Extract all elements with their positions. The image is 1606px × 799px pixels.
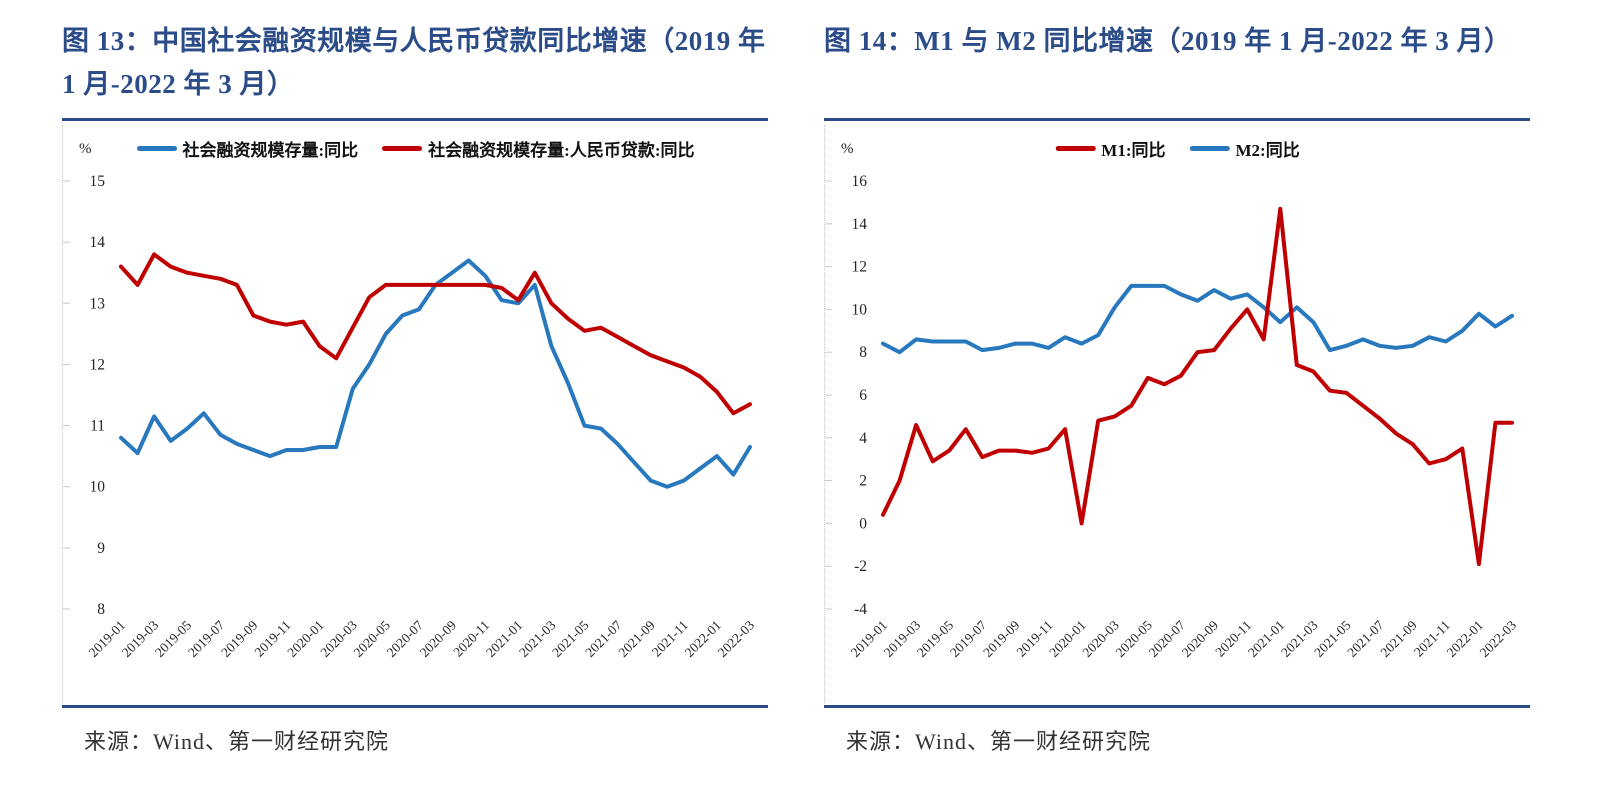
y-tick-label: 13 [90, 295, 106, 312]
title-divider-rule [824, 118, 1530, 121]
legend-label: 社会融资规模存量:同比 [182, 141, 359, 160]
chart-header: % 社会融资规模存量:同比 社会融资规模存量:人民币贷款:同比 [63, 125, 768, 171]
y-tick-label: 8 [859, 344, 867, 361]
y-tick-label: 14 [852, 216, 868, 233]
y-tick-label: 15 [90, 173, 106, 190]
source-note: 来源：Wind、第一财经研究院 [84, 729, 389, 754]
legend-label: M2:同比 [1235, 141, 1300, 160]
x-tick-label: 2019-09 [218, 617, 261, 660]
red-line-swatch [382, 146, 423, 151]
chart-legend: M1:同比 M2:同比 [1055, 136, 1300, 161]
legend-label: 社会融资规模存量:人民币贷款:同比 [428, 141, 695, 160]
blue-line-swatch [136, 146, 177, 151]
legend-item-m1: M1:同比 [1055, 136, 1166, 161]
blue-line-swatch [1189, 146, 1230, 151]
y-tick-label: 0 [859, 515, 867, 532]
bottom-divider-rule [62, 705, 768, 708]
y-tick-label: 10 [90, 479, 106, 496]
chart-header: % M1:同比 M2:同比 [825, 125, 1530, 171]
chart-area-tsf: % 社会融资规模存量:同比 社会融资规模存量:人民币贷款:同比 8 9 10 11 12… [62, 125, 768, 703]
y-tick-label: 2 [859, 473, 867, 490]
figure-panel-14: 图 14：M1 与 M2 同比增速（2019 年 1 月-2022 年 3 月）… [824, 20, 1530, 799]
source-note: 来源：Wind、第一财经研究院 [846, 729, 1151, 754]
y-tick-label: 9 [97, 540, 105, 557]
y-tick-label: 12 [90, 356, 106, 373]
y-tick-label: 4 [859, 430, 867, 447]
y-tick-label: 12 [852, 259, 868, 276]
y-tick-label: -4 [854, 601, 867, 618]
x-tick-label: 2022-03 [715, 617, 758, 660]
y-axis-unit-label: % [841, 141, 854, 157]
y-tick-label: 6 [859, 387, 867, 404]
series-line [881, 283, 1514, 355]
x-tick-label: 2020-09 [1179, 617, 1222, 660]
x-tick-label: 2021-09 [615, 617, 658, 660]
y-tick-label: 14 [90, 234, 106, 251]
series-line [881, 206, 1514, 567]
legend-item-m2: M2:同比 [1189, 136, 1300, 161]
y-axis-unit-label: % [79, 141, 92, 157]
x-tick-label: 2021-09 [1377, 617, 1420, 660]
legend-item-tsf-rmb-loans: 社会融资规模存量:人民币贷款:同比 [382, 136, 695, 161]
legend-item-tsf-total: 社会融资规模存量:同比 [136, 136, 359, 161]
figure-panel-13: 图 13：中国社会融资规模与人民币贷款同比增速（2019 年 1 月-2022 … [62, 20, 768, 799]
y-tick-label: 10 [852, 301, 868, 318]
legend-label: M1:同比 [1101, 141, 1166, 160]
series-line [119, 258, 752, 489]
x-tick-label: 2020-09 [417, 617, 460, 660]
y-tick-label: 16 [852, 173, 868, 190]
x-tick-label: 2019-09 [980, 617, 1023, 660]
title-divider-rule [62, 118, 768, 121]
chart-area-m1-m2: % M1:同比 M2:同比 -4 -2 0 2 4 6 8 10 12 14 16 2019-01 20… [824, 125, 1530, 703]
series-line [119, 252, 752, 416]
figure-14-title: 图 14：M1 与 M2 同比增速（2019 年 1 月-2022 年 3 月） [824, 26, 1512, 56]
y-tick-label: -2 [854, 558, 867, 575]
figure-13-title: 图 13：中国社会融资规模与人民币贷款同比增速（2019 年 1 月-2022 … [62, 26, 766, 100]
bottom-divider-rule [824, 705, 1530, 708]
red-line-swatch [1055, 146, 1096, 151]
line-chart-tsf: 891011121314152019-012019-032019-052019-… [63, 173, 758, 660]
chart-legend: 社会融资规模存量:同比 社会融资规模存量:人民币贷款:同比 [136, 136, 695, 161]
y-tick-label: 8 [97, 601, 105, 618]
line-chart-m1-m2: -4-202468101214162019-012019-032019-0520… [825, 173, 1520, 660]
y-tick-label: 11 [90, 418, 105, 435]
x-tick-label: 2022-03 [1477, 617, 1520, 660]
